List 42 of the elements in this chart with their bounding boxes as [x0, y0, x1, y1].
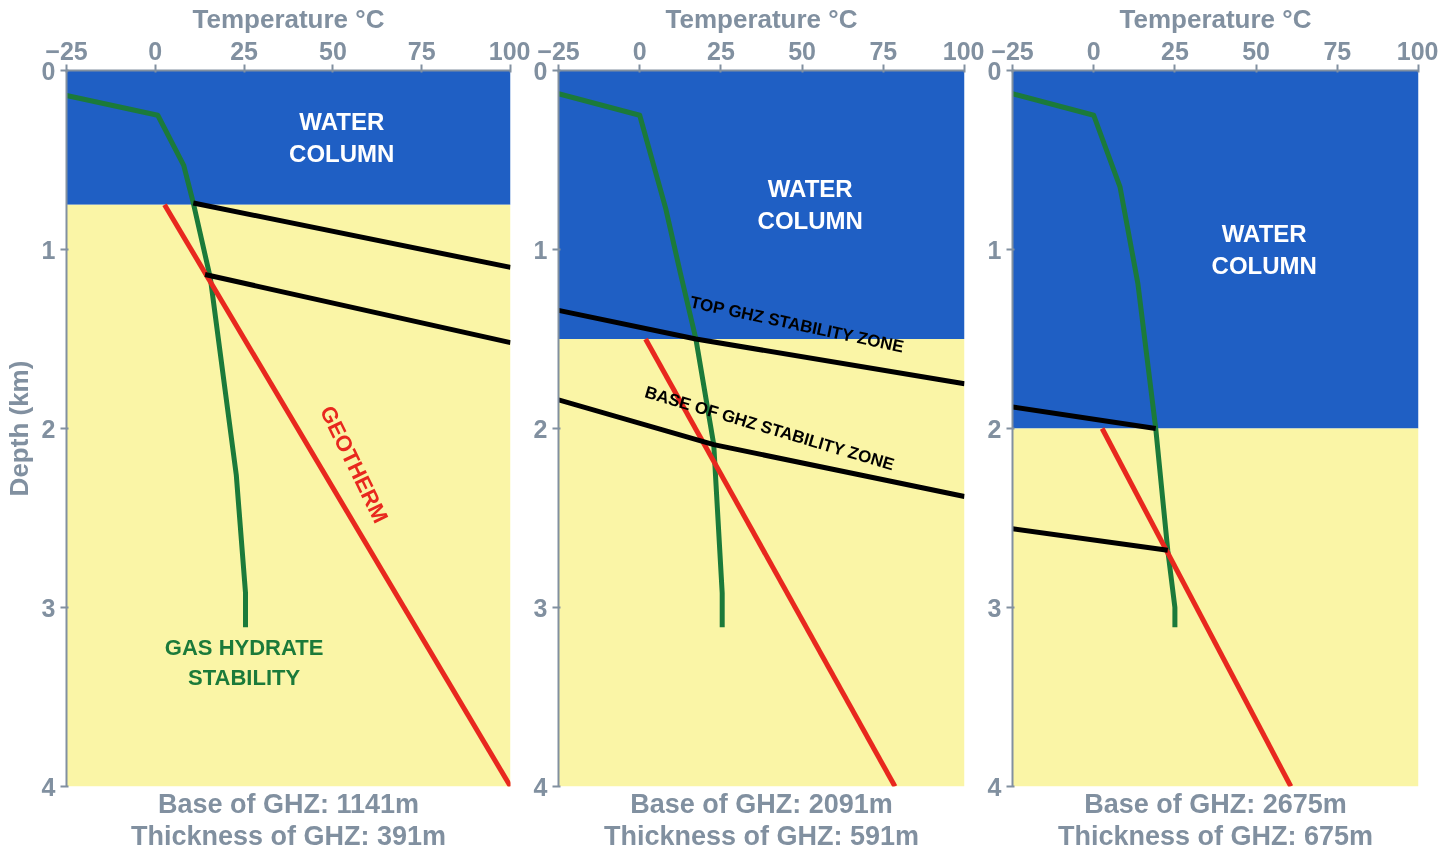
x-tick-label: 25 [707, 36, 735, 65]
band-label: WATER COLUMN [289, 107, 395, 168]
text: Base of GHZ: 2675m [1084, 788, 1347, 819]
annotation: GAS HYDRATE STABILITY [164, 635, 324, 691]
x-axis-title: Temperature °C [192, 3, 385, 34]
y-tick-label: 2 [41, 414, 56, 443]
x-tick-label: 75 [407, 36, 436, 65]
text: Thickness of GHZ: 391m [130, 820, 447, 851]
text: Base of GHZ: 2091m [630, 788, 893, 819]
x-tick-label: 75 [869, 36, 898, 65]
y-tick-label: 2 [533, 414, 548, 443]
y-tick-label: 2 [987, 414, 1002, 443]
y-tick-label: 1 [987, 235, 1002, 264]
x-tick-label: 0 [148, 36, 163, 65]
y-tick-label: 4 [41, 772, 56, 801]
band-label: WATER COLUMN [1211, 219, 1317, 280]
x-tick-label: 75 [1323, 36, 1352, 65]
x-axis-title: Temperature °C [665, 3, 858, 34]
y-tick-label: 1 [41, 235, 56, 264]
band-label: WATER COLUMN [757, 175, 863, 235]
x-tick-label: 100 [488, 36, 531, 65]
text: Thickness of GHZ: 675m [1057, 820, 1374, 851]
y-tick-label: 4 [987, 772, 1002, 801]
y-tick-label: 1 [533, 235, 548, 264]
y-axis-title: Depth (km) [3, 360, 34, 497]
x-tick-label: 50 [788, 36, 817, 65]
y-tick-label: 3 [533, 593, 548, 622]
x-tick-label: 100 [1396, 36, 1439, 65]
y-tick-label: 3 [987, 593, 1002, 622]
y-tick-label: 4 [533, 772, 548, 801]
x-tick-label: 100 [942, 36, 985, 65]
x-tick-label: 0 [632, 36, 647, 65]
text: Base of GHZ: 1141m [157, 788, 420, 819]
x-tick-label: 50 [1242, 36, 1271, 65]
x-tick-label: 25 [230, 36, 259, 65]
x-tick-label: 0 [1086, 36, 1101, 65]
x-axis-title: Temperature °C [1119, 3, 1312, 34]
y-tick-label: 3 [41, 593, 56, 622]
annotation: TOP GHZ STABILITY ZONE [688, 292, 906, 357]
text: Thickness of GHZ: 591m [603, 820, 920, 851]
x-tick-label: 50 [319, 36, 347, 65]
x-tick-label: 25 [1161, 36, 1189, 65]
